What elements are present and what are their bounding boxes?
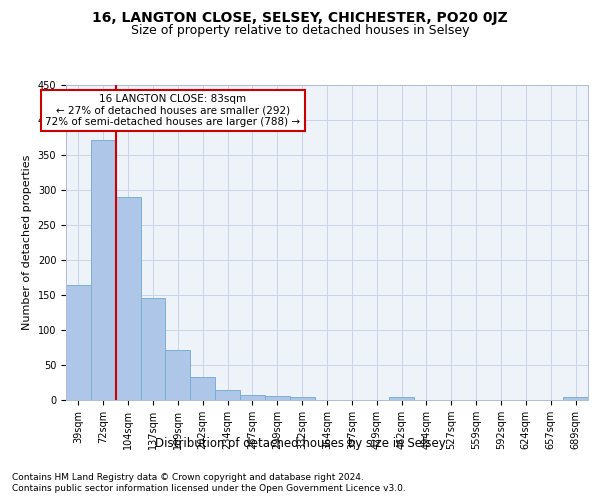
Text: Size of property relative to detached houses in Selsey: Size of property relative to detached ho…: [131, 24, 469, 37]
Bar: [215, 390, 240, 400]
Y-axis label: Number of detached properties: Number of detached properties: [22, 155, 32, 330]
Text: Distribution of detached houses by size in Selsey: Distribution of detached houses by size …: [155, 438, 445, 450]
Bar: [389, 397, 414, 400]
Bar: [140, 298, 166, 400]
Bar: [563, 397, 588, 400]
Bar: [66, 284, 91, 400]
Text: Contains HM Land Registry data © Crown copyright and database right 2024.: Contains HM Land Registry data © Crown c…: [12, 472, 364, 482]
Bar: [265, 396, 290, 400]
Text: 16, LANGTON CLOSE, SELSEY, CHICHESTER, PO20 0JZ: 16, LANGTON CLOSE, SELSEY, CHICHESTER, P…: [92, 11, 508, 25]
Text: 16 LANGTON CLOSE: 83sqm
← 27% of detached houses are smaller (292)
72% of semi-d: 16 LANGTON CLOSE: 83sqm ← 27% of detache…: [46, 94, 301, 128]
Text: Contains public sector information licensed under the Open Government Licence v3: Contains public sector information licen…: [12, 484, 406, 493]
Bar: [290, 396, 314, 400]
Bar: [116, 197, 140, 400]
Bar: [190, 377, 215, 400]
Bar: [166, 350, 190, 400]
Bar: [240, 395, 265, 400]
Bar: [91, 140, 116, 400]
